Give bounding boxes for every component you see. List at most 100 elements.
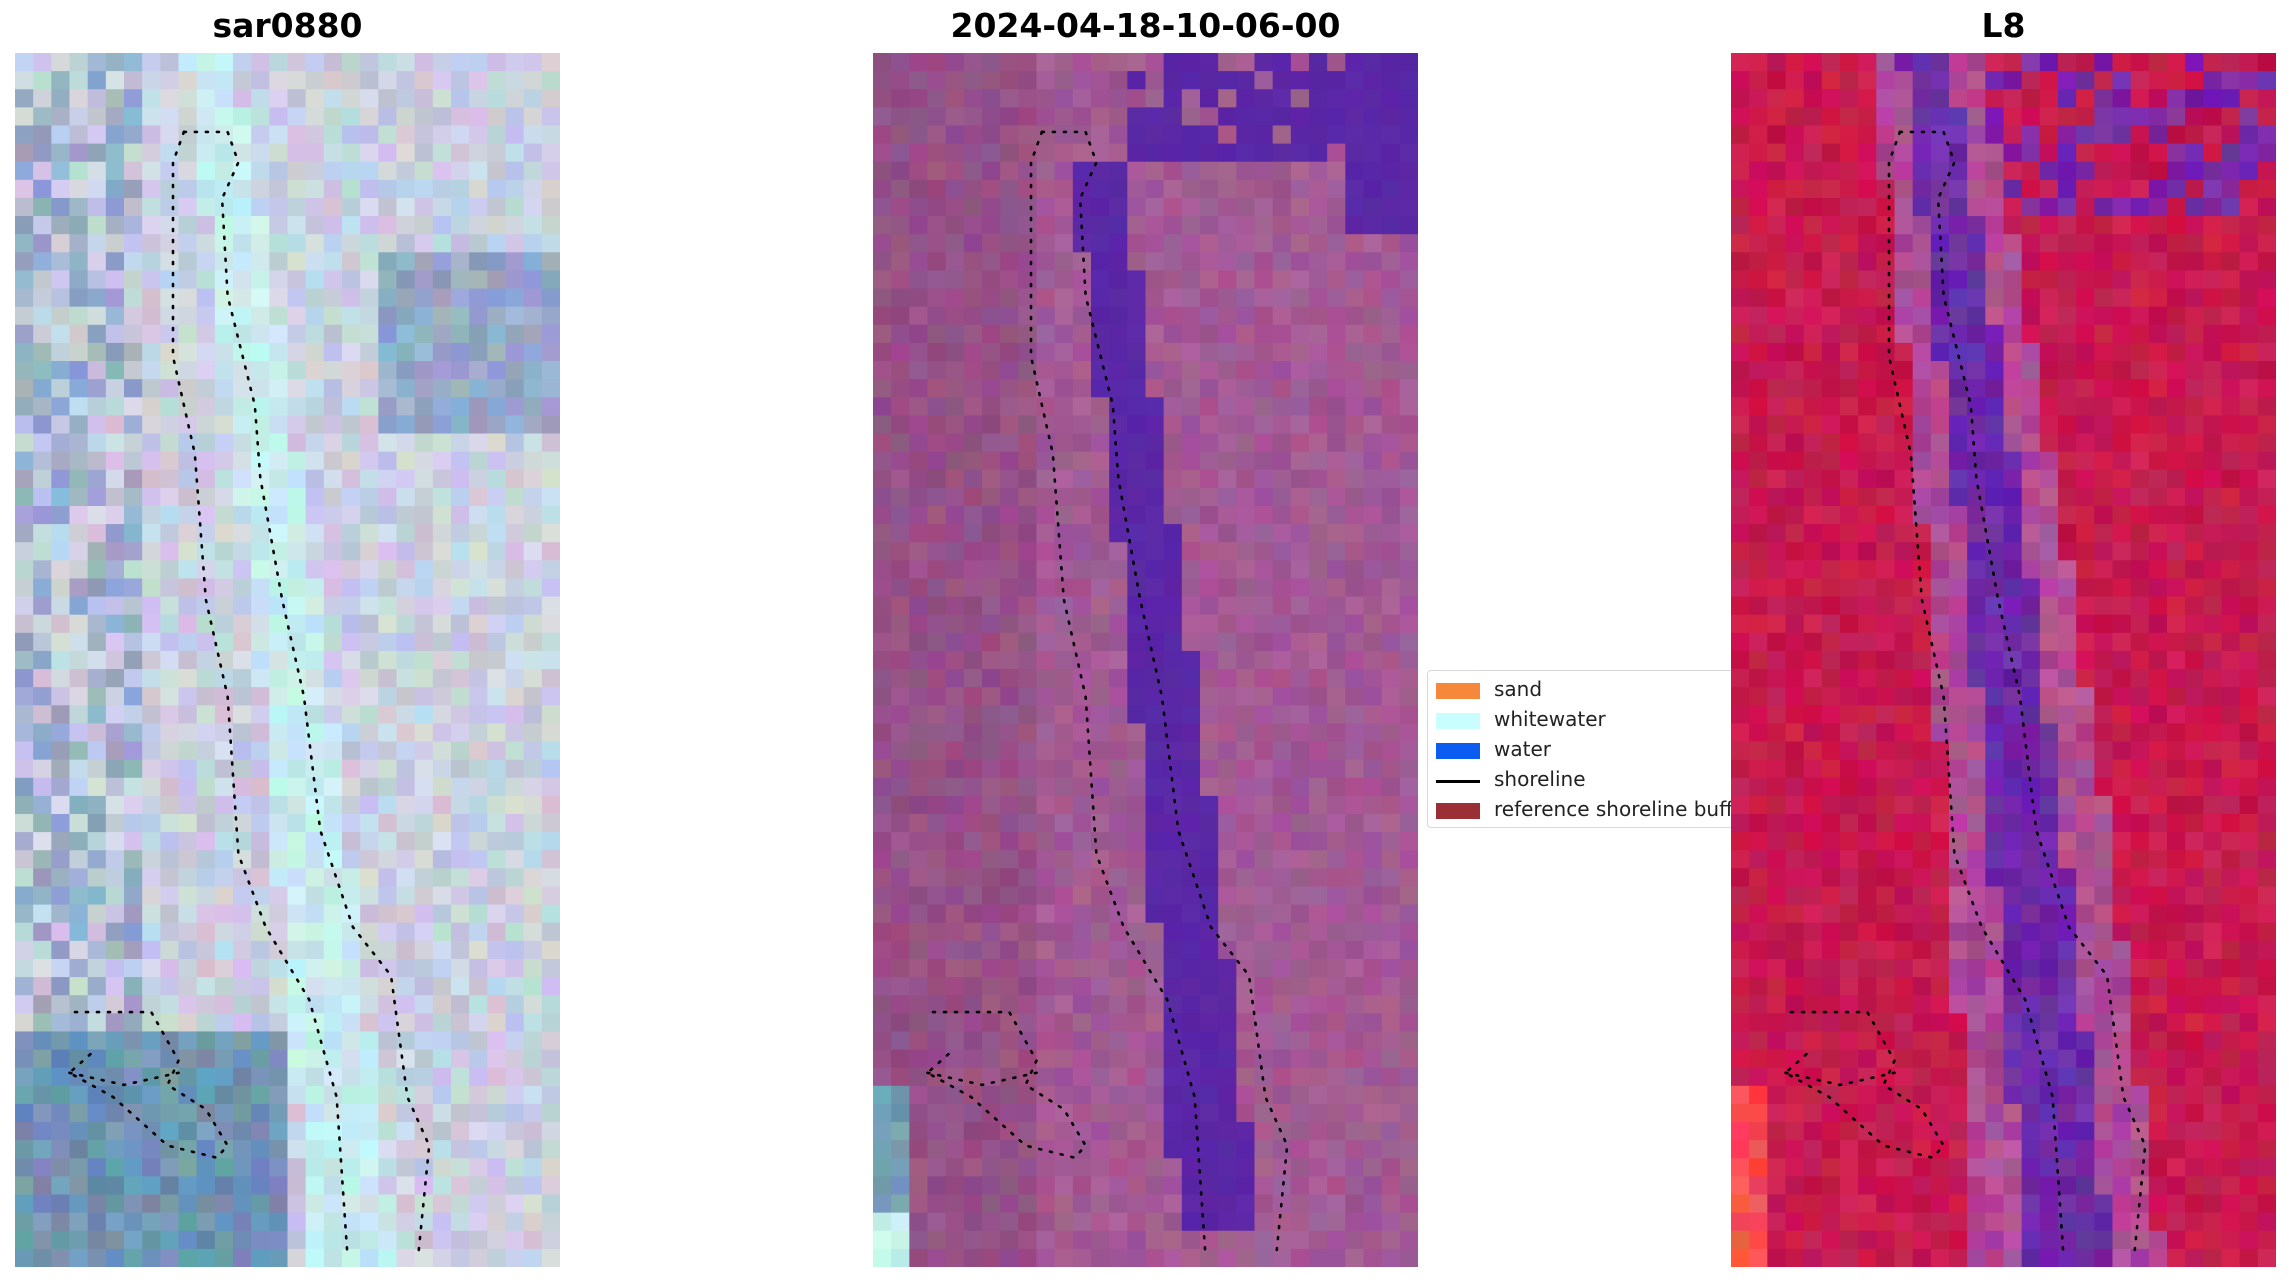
image-pixel bbox=[196, 795, 216, 815]
image-pixel bbox=[1272, 71, 1292, 90]
image-pixel bbox=[1399, 1212, 1418, 1232]
image-pixel bbox=[1803, 361, 1823, 380]
image-pixel bbox=[1930, 107, 1950, 127]
image-pixel bbox=[1200, 1013, 1219, 1033]
image-pixel bbox=[1894, 614, 1914, 634]
image-pixel bbox=[487, 1176, 507, 1196]
image-pixel bbox=[1181, 995, 1201, 1014]
image-pixel bbox=[963, 741, 983, 761]
image-pixel bbox=[1109, 324, 1128, 344]
image-pixel bbox=[287, 505, 307, 525]
image-pixel bbox=[233, 89, 252, 108]
image-pixel bbox=[1091, 560, 1110, 580]
image-pixel bbox=[1290, 669, 1310, 688]
image-pixel bbox=[909, 868, 929, 888]
image-pixel bbox=[414, 868, 434, 888]
image-pixel bbox=[1127, 1194, 1147, 1214]
image-pixel bbox=[2148, 397, 2168, 416]
image-pixel bbox=[891, 777, 910, 797]
image-pixel bbox=[982, 578, 1001, 598]
image-pixel bbox=[1399, 904, 1418, 924]
image-pixel bbox=[2076, 397, 2095, 416]
image-pixel bbox=[963, 1085, 983, 1105]
image-pixel bbox=[1218, 1085, 1237, 1105]
image-pixel bbox=[1127, 125, 1147, 145]
image-pixel bbox=[963, 759, 983, 779]
image-pixel bbox=[269, 1103, 289, 1123]
image-pixel bbox=[196, 632, 216, 652]
image-pixel bbox=[541, 832, 560, 851]
image-pixel bbox=[105, 542, 125, 561]
image-pixel bbox=[1181, 324, 1201, 344]
image-pixel bbox=[1200, 759, 1219, 779]
image-pixel bbox=[396, 723, 416, 743]
image-pixel bbox=[2058, 53, 2077, 72]
image-pixel bbox=[1163, 252, 1183, 272]
image-pixel bbox=[1381, 53, 1401, 72]
image-pixel bbox=[87, 143, 107, 163]
image-pixel bbox=[1072, 89, 1092, 108]
image-pixel bbox=[1327, 1049, 1346, 1069]
image-pixel bbox=[469, 107, 488, 127]
image-pixel bbox=[1000, 632, 1019, 652]
image-pixel bbox=[1145, 868, 1165, 888]
image-pixel bbox=[1930, 560, 1950, 580]
image-pixel bbox=[432, 814, 452, 833]
image-pixel bbox=[891, 614, 910, 634]
image-pixel bbox=[487, 125, 507, 145]
image-pixel bbox=[945, 1248, 965, 1267]
image-pixel bbox=[1236, 560, 1256, 580]
image-pixel bbox=[927, 705, 947, 725]
image-pixel bbox=[909, 143, 929, 163]
image-pixel bbox=[1163, 288, 1183, 308]
image-pixel bbox=[1327, 1194, 1346, 1214]
image-pixel bbox=[287, 795, 307, 815]
image-pixel bbox=[124, 361, 143, 380]
image-pixel bbox=[233, 632, 252, 652]
image-pixel bbox=[396, 868, 416, 888]
image-pixel bbox=[360, 542, 379, 561]
image-pixel bbox=[305, 1067, 325, 1087]
image-pixel bbox=[469, 1122, 488, 1141]
image-pixel bbox=[160, 741, 180, 761]
image-pixel bbox=[1767, 487, 1787, 507]
image-pixel bbox=[87, 1230, 107, 1250]
image-pixel bbox=[1000, 234, 1019, 253]
image-pixel bbox=[1109, 614, 1128, 634]
image-pixel bbox=[396, 1122, 416, 1141]
image-pixel bbox=[945, 922, 965, 942]
image-pixel bbox=[1018, 234, 1038, 253]
image-pixel bbox=[323, 469, 343, 489]
image-pixel bbox=[1290, 1212, 1310, 1232]
image-pixel bbox=[1272, 1176, 1292, 1196]
image-pixel bbox=[360, 1248, 379, 1267]
image-pixel bbox=[891, 143, 910, 163]
image-pixel bbox=[1163, 125, 1183, 145]
image-pixel bbox=[124, 777, 143, 797]
image-pixel bbox=[2076, 379, 2095, 398]
image-pixel bbox=[945, 596, 965, 616]
image-pixel bbox=[1912, 53, 1932, 72]
image-pixel bbox=[963, 777, 983, 797]
image-pixel bbox=[1949, 433, 1968, 453]
image-pixel bbox=[233, 1085, 252, 1105]
image-pixel bbox=[1821, 397, 1841, 416]
image-pixel bbox=[1236, 977, 1256, 996]
image-pixel bbox=[105, 741, 125, 761]
image-pixel bbox=[1894, 288, 1914, 308]
image-pixel bbox=[1018, 433, 1038, 453]
image-pixel bbox=[33, 922, 52, 942]
image-pixel bbox=[160, 1085, 180, 1105]
image-pixel bbox=[1236, 596, 1256, 616]
image-pixel bbox=[1290, 1067, 1310, 1087]
image-pixel bbox=[142, 958, 161, 978]
image-pixel bbox=[1272, 1248, 1292, 1267]
image-pixel bbox=[1290, 1248, 1310, 1267]
image-pixel bbox=[2003, 143, 2023, 163]
image-pixel bbox=[523, 814, 543, 833]
image-pixel bbox=[1785, 53, 1805, 72]
image-pixel bbox=[1749, 197, 1768, 217]
image-pixel bbox=[1381, 306, 1401, 326]
image-pixel bbox=[87, 487, 107, 507]
image-pixel bbox=[396, 814, 416, 833]
